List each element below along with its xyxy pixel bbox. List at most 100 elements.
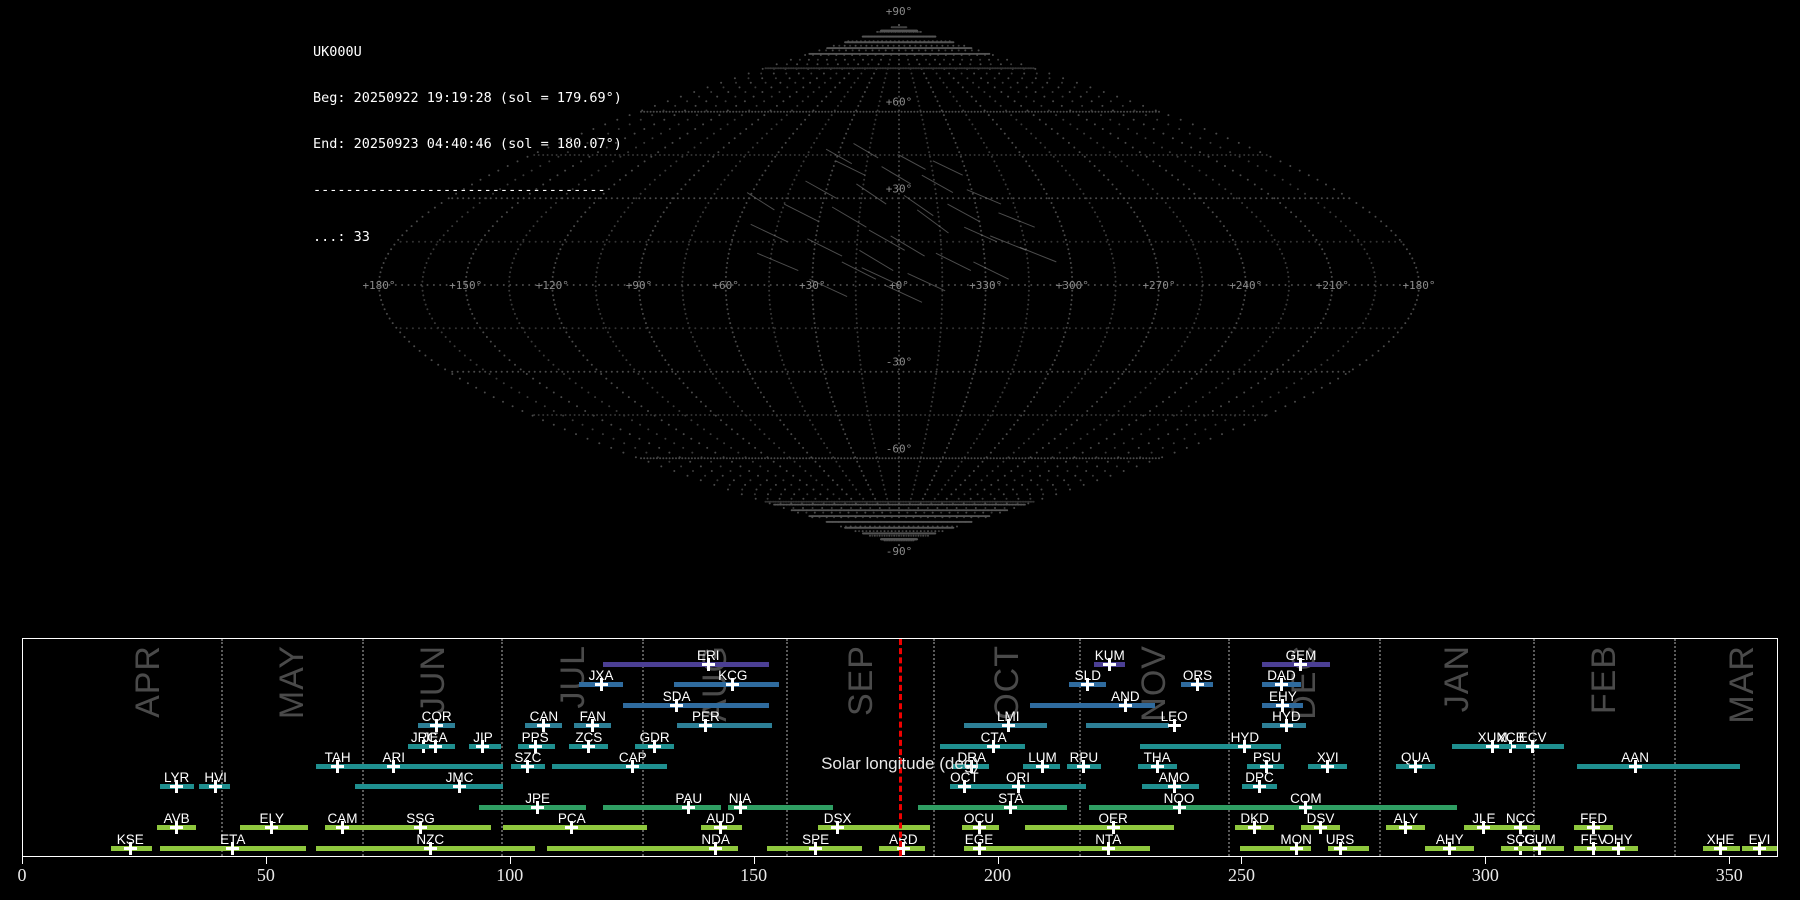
begin-time-line: Beg: 20250922 19:19:28 (sol = 179.69°) bbox=[313, 90, 622, 107]
shower-peak-marker bbox=[423, 841, 437, 855]
shower-bar[interactable] bbox=[981, 784, 1087, 790]
activity-plot-box: APRMAYJUNJULAUGSEPOCTNOVDECJANFEBMAR ERI… bbox=[22, 638, 1778, 857]
shower-peak-marker bbox=[521, 760, 535, 773]
shower-peak-marker bbox=[1299, 800, 1313, 814]
shower-code-label: KCG bbox=[718, 668, 748, 684]
shower-peak-marker bbox=[699, 719, 713, 733]
shower-code-label: FED bbox=[1580, 811, 1608, 827]
shower-code-label: XVI bbox=[1316, 750, 1339, 765]
activity-plot-inner: APRMAYJUNJULAUGSEPOCTNOVDECJANFEBMAR ERI… bbox=[23, 639, 1777, 856]
shower-peak-marker bbox=[1409, 760, 1423, 773]
shower-peak-marker bbox=[648, 739, 662, 753]
shower-bar[interactable] bbox=[354, 784, 504, 790]
shower-peak-marker bbox=[1004, 800, 1018, 814]
shower-code-label: CAP bbox=[618, 750, 647, 765]
shower-bar[interactable] bbox=[676, 723, 772, 729]
shower-peak-marker bbox=[331, 760, 345, 773]
shower-bar[interactable] bbox=[1576, 764, 1740, 769]
sky-map-svg: +180° +150° +120° +90° +60° +30° +0° +330° +300°… bbox=[362, 5, 1435, 558]
shower-code-label: AUD bbox=[706, 811, 735, 827]
shower-bar[interactable] bbox=[552, 764, 667, 769]
shower-code-label: FEV bbox=[1580, 831, 1607, 847]
shower-code-label: NTA bbox=[1095, 831, 1122, 847]
shower-code-label: JLE bbox=[1472, 811, 1496, 827]
shower-code-label: XCB bbox=[1496, 729, 1525, 745]
shower-code-label: THA bbox=[1143, 750, 1171, 765]
x-axis-title: Solar longitude (deg) bbox=[821, 754, 979, 773]
end-time-line: End: 20250923 04:40:46 (sol = 180.07°) bbox=[313, 136, 622, 153]
shower-code-label: DSV bbox=[1306, 811, 1335, 827]
month-label-feb: FEB bbox=[1585, 645, 1624, 715]
shower-code-label: PAU bbox=[675, 790, 703, 806]
shower-code-label: ORS bbox=[1182, 668, 1213, 684]
shower-bar[interactable] bbox=[349, 764, 504, 769]
shower-peak-marker bbox=[1504, 739, 1518, 753]
shower-peak-marker bbox=[1399, 821, 1413, 835]
shower-peak-marker bbox=[1587, 841, 1601, 855]
shower-peak-marker bbox=[733, 800, 747, 814]
shower-bar[interactable] bbox=[1240, 845, 1311, 851]
shower-bar[interactable] bbox=[1232, 804, 1458, 810]
shower-code-label: NOO bbox=[1163, 790, 1195, 806]
month-gridline bbox=[786, 639, 789, 856]
shower-bar[interactable] bbox=[964, 845, 1043, 851]
shower-peak-marker bbox=[1313, 821, 1327, 835]
shower-bar[interactable] bbox=[918, 804, 1067, 810]
shower-code-label: NZC bbox=[416, 831, 445, 847]
shower-code-label: ORI bbox=[1006, 770, 1031, 786]
month-label-jul: JUL bbox=[553, 645, 592, 709]
shower-code-label: OER bbox=[1098, 811, 1128, 827]
shower-code-label: JPE bbox=[525, 790, 550, 806]
shower-code-label: COR bbox=[421, 709, 452, 725]
shower-code-label: QUA bbox=[1400, 750, 1431, 765]
shower-code-label: XHE bbox=[1706, 831, 1735, 847]
shower-bar[interactable] bbox=[1088, 804, 1233, 810]
shower-code-label: DRA bbox=[957, 750, 986, 765]
shower-peak-marker bbox=[809, 841, 823, 855]
shower-bar[interactable] bbox=[1030, 702, 1155, 708]
shower-code-label: DAD bbox=[1267, 668, 1296, 684]
shower-code-label: TAH bbox=[324, 750, 351, 765]
shower-bar[interactable] bbox=[818, 825, 931, 831]
shower-peak-marker bbox=[1167, 719, 1181, 733]
shower-code-label: PER bbox=[691, 709, 720, 725]
shower-bar[interactable] bbox=[1327, 845, 1370, 851]
shower-bar[interactable] bbox=[1086, 723, 1170, 729]
shower-bar[interactable] bbox=[1140, 743, 1282, 749]
shower-peak-marker bbox=[972, 841, 986, 855]
shower-bar[interactable] bbox=[1030, 845, 1150, 851]
shower-peak-marker bbox=[1321, 760, 1335, 773]
shower-bar[interactable] bbox=[547, 845, 738, 851]
sky-grid bbox=[378, 24, 1420, 546]
shower-code-label: AHY bbox=[1435, 831, 1464, 847]
shower-bar[interactable] bbox=[940, 743, 1026, 749]
shower-peak-marker bbox=[972, 821, 986, 835]
shower-bar[interactable] bbox=[603, 662, 770, 667]
shower-bar[interactable] bbox=[622, 702, 770, 708]
month-label-jan: JAN bbox=[1437, 645, 1476, 713]
shower-code-label: KUM bbox=[1094, 648, 1125, 663]
month-gridline bbox=[1379, 639, 1382, 856]
x-axis-tick-label: 50 bbox=[256, 865, 275, 885]
shower-bar[interactable] bbox=[727, 804, 833, 810]
x-axis-tick bbox=[265, 857, 267, 864]
shower-code-label: SLD bbox=[1074, 668, 1101, 684]
shower-peak-marker bbox=[1279, 719, 1293, 733]
x-axis-tick bbox=[509, 857, 511, 864]
shower-code-label: EVI bbox=[1748, 831, 1771, 847]
shower-peak-marker bbox=[1752, 841, 1766, 855]
shower-code-label: ALY bbox=[1393, 811, 1419, 827]
shower-code-label: OCT bbox=[950, 770, 979, 786]
shower-code-label: JXA bbox=[588, 668, 614, 684]
shower-peak-marker bbox=[714, 821, 728, 835]
shower-code-label: SZC bbox=[514, 750, 542, 765]
shower-code-label: CAN bbox=[529, 709, 559, 725]
shower-peak-marker bbox=[1333, 841, 1347, 855]
x-axis-tick bbox=[1485, 857, 1487, 864]
shower-code-label: PPS bbox=[521, 729, 549, 745]
shower-bar[interactable] bbox=[603, 804, 721, 810]
shower-bar[interactable] bbox=[1025, 825, 1175, 831]
shower-peak-marker bbox=[1276, 698, 1290, 712]
shower-peak-marker bbox=[1477, 821, 1491, 835]
